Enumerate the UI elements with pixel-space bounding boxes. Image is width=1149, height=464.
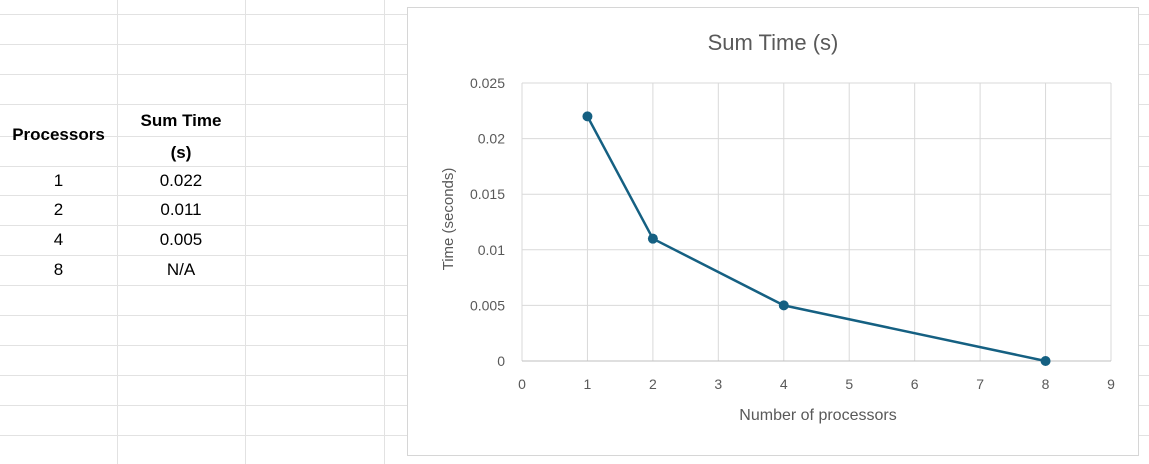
data-point[interactable] xyxy=(582,111,593,122)
chart-svg: Sum Time (s) Time (seconds) Number of pr… xyxy=(440,30,1115,424)
x-tick-label: 1 xyxy=(584,376,592,392)
cell-sum-time-3[interactable]: 0.005 xyxy=(159,230,203,249)
x-tick-label: 6 xyxy=(911,376,919,392)
chart-area[interactable]: Sum Time (s) Time (seconds) Number of pr… xyxy=(407,7,1139,456)
y-tick-label: 0.005 xyxy=(470,297,505,313)
data-point[interactable] xyxy=(778,300,789,311)
cell-sum-time-4[interactable]: N/A xyxy=(166,260,196,279)
y-tick-label: 0.025 xyxy=(470,75,505,91)
header-sum-time-unit[interactable]: (s) xyxy=(170,143,192,162)
x-tick-label: 5 xyxy=(845,376,853,392)
cell-sum-time-2[interactable]: 0.011 xyxy=(160,200,202,219)
cell-sum-time-1[interactable]: 0.022 xyxy=(159,171,203,190)
y-tick-label: 0.015 xyxy=(470,186,505,202)
x-tick-label: 2 xyxy=(649,376,657,392)
cell-processors-1[interactable]: 1 xyxy=(53,171,64,190)
x-axis-label: Number of processors xyxy=(739,407,896,424)
x-tick-label: 4 xyxy=(780,376,788,392)
chart-title: Sum Time (s) xyxy=(708,30,839,55)
header-sum-time[interactable]: Sum Time xyxy=(140,111,222,130)
x-tick-label: 7 xyxy=(976,376,984,392)
y-tick-label: 0 xyxy=(497,353,505,369)
cell-processors-4[interactable]: 8 xyxy=(53,260,64,279)
data-point[interactable] xyxy=(1040,356,1051,366)
header-processors[interactable]: Processors xyxy=(12,125,105,144)
cell-processors-2[interactable]: 2 xyxy=(53,200,64,219)
y-tick-label: 0.01 xyxy=(478,242,505,258)
x-tick-label: 9 xyxy=(1107,376,1115,392)
x-tick-label: 8 xyxy=(1042,376,1050,392)
cell-processors-3[interactable]: 4 xyxy=(53,230,64,249)
series-line[interactable] xyxy=(586,115,1046,363)
data-point[interactable] xyxy=(647,233,658,244)
y-tick-label: 0.02 xyxy=(478,131,505,147)
x-tick-label: 3 xyxy=(714,376,722,392)
y-axis-label: Time (seconds) xyxy=(440,168,457,271)
x-tick-label: 0 xyxy=(518,376,526,392)
